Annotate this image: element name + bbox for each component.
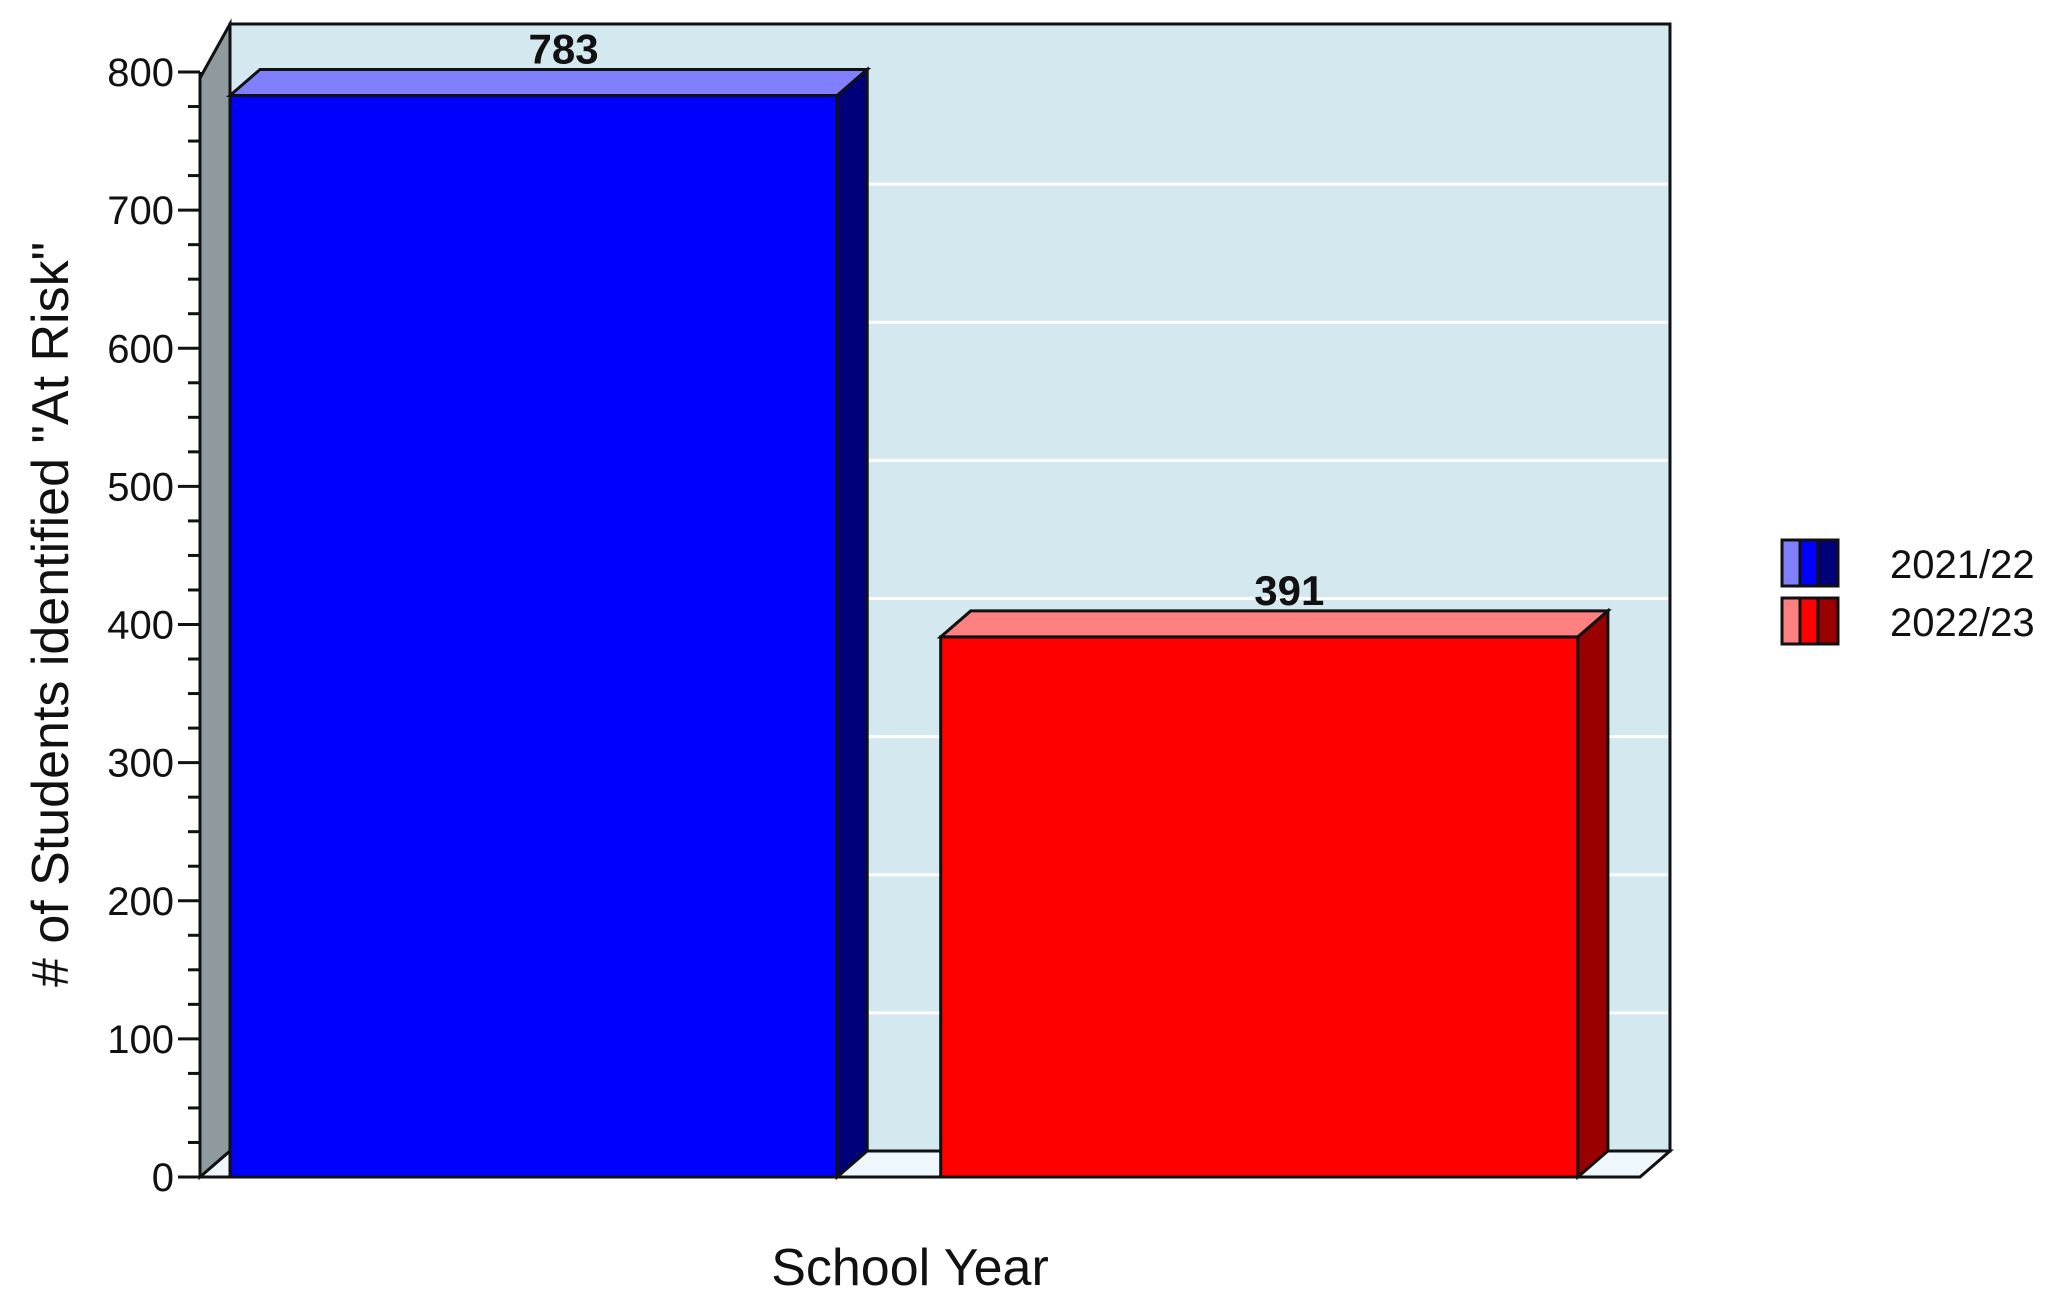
bar-front-face	[228, 93, 839, 1179]
bar-top-face	[936, 609, 1612, 639]
legend-swatch-light	[1780, 538, 1802, 588]
y-tick-label: 700	[107, 189, 174, 233]
bars	[225, 66, 1612, 1181]
legend-swatch-dark	[1816, 596, 1840, 646]
bar-side-face	[835, 66, 869, 1181]
x-axis-title: School Year	[771, 1239, 1049, 1293]
legend-label: 2021/22	[1890, 543, 2035, 587]
y-tick-label: 400	[107, 604, 174, 648]
bar-2022-23	[936, 607, 1612, 1181]
y-tick-label: 0	[152, 1156, 174, 1200]
bar-side-face	[1576, 607, 1610, 1181]
y-tick-label: 500	[107, 465, 174, 509]
y-tick-label: 100	[107, 1018, 174, 1062]
legend: 2021/22 2022/23	[1780, 538, 2035, 646]
y-tick-label: 800	[107, 51, 174, 95]
bar-2021-22	[225, 66, 872, 1181]
y-axis-title: # of Students identified "At Risk"	[22, 242, 80, 987]
legend-item: 2021/22	[1780, 538, 2035, 588]
y-tick-label: 300	[107, 742, 174, 786]
bar-value-label: 391	[1254, 567, 1324, 614]
y-tick-label: 600	[107, 327, 174, 371]
legend-item: 2022/23	[1780, 596, 2035, 646]
bar-top-face	[225, 67, 872, 97]
legend-swatch-dark	[1816, 538, 1840, 588]
legend-swatch-light	[1780, 596, 1802, 646]
y-tick-label: 200	[107, 880, 174, 924]
legend-label: 2022/23	[1890, 601, 2035, 645]
bar-value-label: 783	[529, 25, 599, 72]
left-wall	[198, 18, 232, 1181]
bar-front-face	[939, 635, 1580, 1179]
data-labels: 783 391	[529, 25, 1325, 613]
